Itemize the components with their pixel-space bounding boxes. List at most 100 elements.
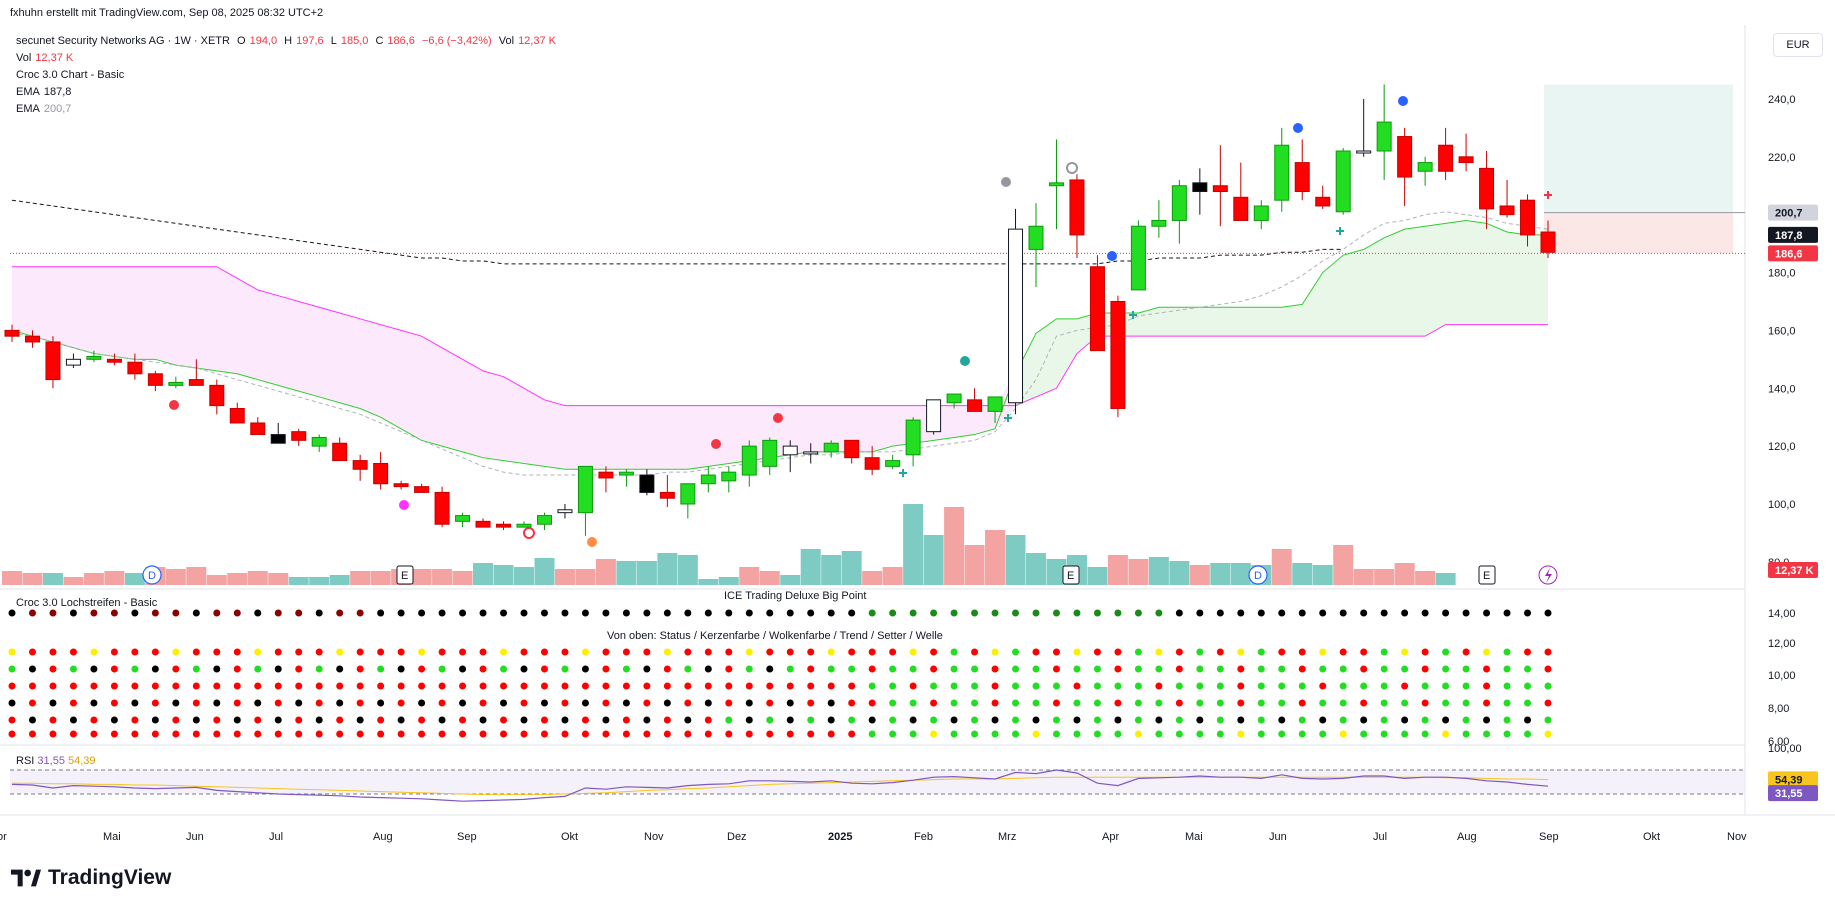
rsi-label: RSI (16, 755, 35, 767)
lochstreifen-dot (725, 716, 733, 724)
legend-ema-fast[interactable]: EMA 187,8 (16, 86, 75, 98)
volume-bar (882, 567, 903, 585)
lochstreifen-dot (110, 682, 118, 690)
lochstreifen-dot (28, 730, 36, 738)
lochstreifen-dot (49, 716, 57, 724)
symbol-name[interactable]: secunet Security Networks AG · 1W · XETR (16, 35, 230, 47)
lochstreifen-dot (418, 665, 426, 673)
lochstreifen-dot (622, 699, 630, 707)
lochstreifen-dot (971, 682, 979, 690)
lochstreifen-dot (930, 609, 938, 617)
lochstreifen-dot (1237, 682, 1245, 690)
lochstreifen-dot (459, 682, 467, 690)
lochstreifen-dot (192, 682, 200, 690)
lochstreifen-dot (1319, 609, 1327, 617)
lochstreifen-dot (1216, 699, 1224, 707)
rsi-badge-bg (1768, 785, 1818, 802)
candle-body (639, 474, 655, 493)
lochstreifen-dot (602, 665, 610, 673)
currency-button[interactable]: EUR (1773, 33, 1823, 57)
lochstreifen-dot (438, 648, 446, 656)
lochstreifen-dot (397, 665, 405, 673)
lochstreifen-dot (1196, 730, 1204, 738)
rsi-legend[interactable]: RSI 31,55 54,39 (16, 755, 96, 767)
lochstreifen-dot (418, 730, 426, 738)
lochstreifen-dot (1339, 699, 1347, 707)
candle-body (1212, 185, 1228, 193)
lochstreifen-dot (1032, 682, 1040, 690)
volume-bar (411, 569, 432, 585)
volume-bar (739, 567, 760, 585)
lochstreifen-dot (438, 609, 446, 617)
lochstreifen-dot (28, 716, 36, 724)
candle-body (475, 520, 491, 528)
lochstreifen-dot (704, 648, 712, 656)
lochstreifen-dot (479, 716, 487, 724)
lochstreifen-dot (971, 716, 979, 724)
lochstreifen-dot (131, 648, 139, 656)
volume-bar (657, 553, 678, 585)
lochstreifen-dot (540, 609, 548, 617)
candle-body (1294, 162, 1310, 193)
lochstreifen-dot (1278, 730, 1286, 738)
lochstreifen-dot (889, 609, 897, 617)
volume-bar (309, 577, 330, 585)
lochstreifen-dot (8, 665, 16, 673)
volume-bar (677, 555, 698, 585)
lochstreifen-dot (745, 716, 753, 724)
lochstreifen-dot (1360, 609, 1368, 617)
volume-bar (493, 565, 514, 585)
signal-dot (711, 439, 721, 449)
legend-vol-line[interactable]: Vol 12,37 K (16, 52, 77, 64)
signal-dot (773, 413, 783, 423)
lochstreifen-dot (930, 648, 938, 656)
lochstreifen-dot (90, 716, 98, 724)
lochstreifen-dot (418, 682, 426, 690)
lochstreifen-dot (1278, 609, 1286, 617)
tradingview-brand[interactable]: TradingView (10, 866, 171, 890)
volume-bar (1230, 563, 1251, 585)
candle-body (967, 399, 983, 412)
time-axis-label: Nov (1727, 831, 1747, 843)
lochstreifen-dot (889, 682, 897, 690)
lochstreifen-dot (930, 699, 938, 707)
lochstreifen-dot (1175, 699, 1183, 707)
candle-body (45, 341, 61, 381)
lochstreifen-dot (561, 648, 569, 656)
lochstreifen-dot (1032, 730, 1040, 738)
lochstreifen-dot (377, 716, 385, 724)
candle-body (1438, 144, 1454, 172)
lochstreifen-dot (1093, 682, 1101, 690)
lochstreifen-dot (1196, 648, 1204, 656)
lochstreifen-dot (8, 716, 16, 724)
candle-body (311, 436, 327, 447)
lochstreifen-dot (991, 699, 999, 707)
lochstreifen-dot (622, 730, 630, 738)
lochstreifen-dot (807, 716, 815, 724)
lochstreifen-dot (315, 682, 323, 690)
signal-dot (1001, 177, 1011, 187)
lochstreifen-dot (336, 730, 344, 738)
volume-bar (268, 573, 289, 585)
high-value: 197,6 (296, 35, 324, 47)
lochstreifen-dot (848, 699, 856, 707)
volume-badge-bg (1768, 562, 1818, 578)
lochstreifen-dot (438, 699, 446, 707)
lightning-icon (1545, 568, 1552, 583)
legend-ema-slow[interactable]: EMA 200,7 (16, 103, 75, 115)
lochstreifen-dot (1544, 609, 1552, 617)
lochstreifen-dot (459, 716, 467, 724)
ema-slow-badge: 200,7 (1775, 208, 1803, 220)
change-value: −6,6 (−3,42%) (421, 35, 492, 47)
lochstreifen-dot (1114, 730, 1122, 738)
lochstreifen-dot (581, 716, 589, 724)
volume-bar (923, 535, 944, 585)
pane2-indicator-title[interactable]: Croc 3.0 Lochstreifen - Basic (16, 597, 158, 609)
lochstreifen-dot (991, 716, 999, 724)
legend-indicator-croc[interactable]: Croc 3.0 Chart - Basic (16, 69, 128, 81)
lochstreifen-dot (1442, 682, 1450, 690)
lochstreifen-dot (581, 648, 589, 656)
lochstreifen-dot (172, 682, 180, 690)
lochstreifen-dot (1442, 730, 1450, 738)
